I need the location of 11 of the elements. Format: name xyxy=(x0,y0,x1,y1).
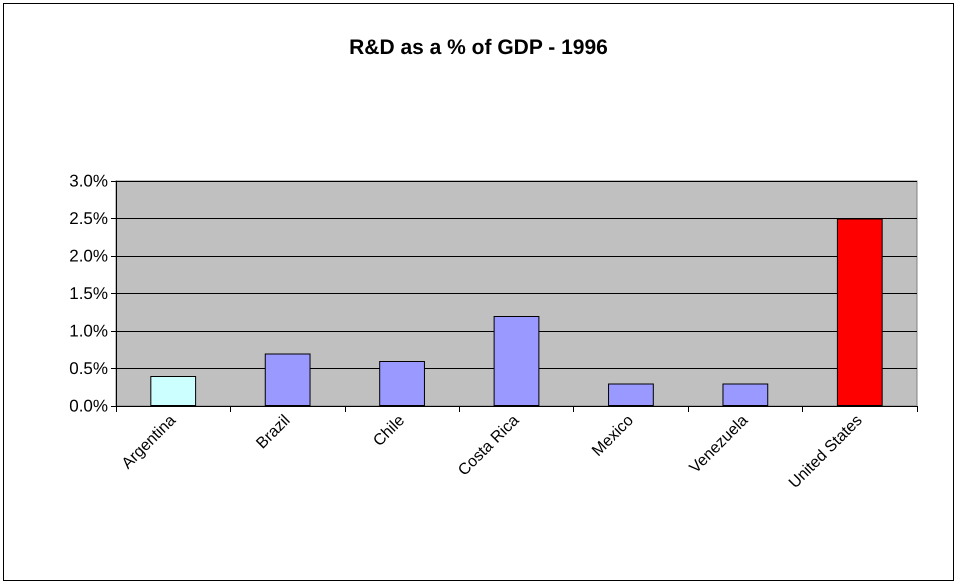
bar xyxy=(608,384,654,406)
y-tick-label: 2.0% xyxy=(69,246,108,266)
y-tick-label: 1.0% xyxy=(69,322,108,340)
y-tick-label: 0.5% xyxy=(69,359,108,378)
bar xyxy=(150,376,196,406)
bar xyxy=(722,384,768,406)
y-tick-label: 3.0% xyxy=(69,172,108,190)
y-tick-label: 2.5% xyxy=(69,209,108,228)
chart-title: R&D as a % of GDP - 1996 xyxy=(349,36,608,59)
y-tick-label: 1.5% xyxy=(69,284,108,303)
y-tick-label: 0.0% xyxy=(69,396,108,416)
